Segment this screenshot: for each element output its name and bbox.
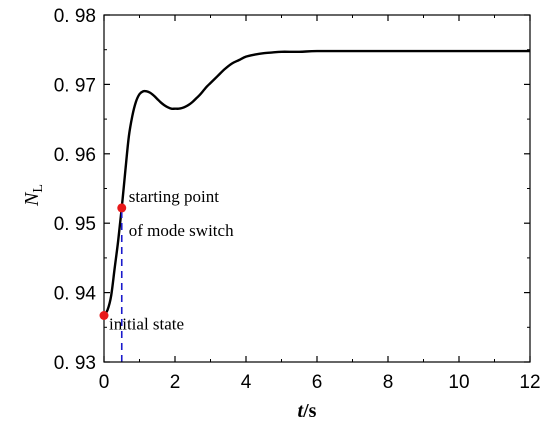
initial-state-label: initial state [109, 315, 184, 334]
y-tick-label: 0. 95 [54, 214, 96, 235]
x-tick-label: 8 [383, 372, 394, 393]
x-tick-label: 6 [312, 372, 323, 393]
x-tick-label: 4 [241, 372, 252, 393]
x-axis-label: t/s [298, 400, 317, 422]
y-tick-label: 0. 97 [54, 75, 96, 96]
x-tick-label: 12 [519, 372, 540, 393]
x-tick-label: 2 [170, 372, 181, 393]
y-tick-label: 0. 98 [54, 6, 96, 27]
y-axis-label: NL [21, 184, 46, 207]
y-tick-label: 0. 96 [54, 145, 96, 166]
ticks: 0 2 4 6 8 10 12 0. 93 0. 94 0. 95 0. 96 0. 97 0. 98 [54, 6, 541, 393]
annotations: initial state starting point of mode switc… [99, 187, 234, 334]
mode-switch-label-line: starting point [129, 187, 219, 206]
x-tick-label: 0 [99, 372, 110, 393]
x-tick-label: 10 [448, 372, 469, 393]
y-axis-label-main: N [21, 191, 43, 207]
mode-switch-marker [117, 203, 127, 213]
series-line [102, 49, 530, 317]
y-tick-label: 0. 93 [54, 353, 96, 374]
x-axis-label-unit: /s [302, 400, 317, 422]
y-tick-label: 0. 94 [54, 284, 97, 305]
x-axis-label-main: t [298, 400, 305, 422]
y-axis-label-sub: L [31, 184, 46, 193]
initial-state-marker [99, 311, 109, 321]
plot-area [102, 49, 530, 362]
mode-switch-label-line: of mode switch [129, 221, 234, 240]
